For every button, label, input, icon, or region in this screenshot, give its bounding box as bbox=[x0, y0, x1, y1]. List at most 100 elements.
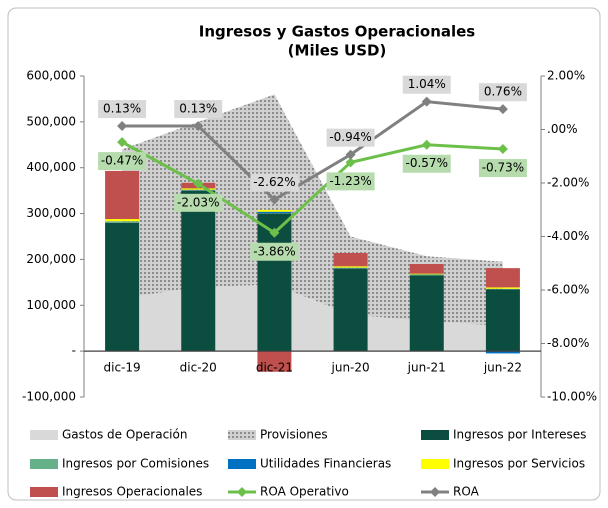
legend-label: ROA bbox=[453, 485, 480, 499]
data-label: -0.94% bbox=[329, 130, 371, 144]
bar bbox=[105, 170, 140, 220]
legend-swatch bbox=[228, 430, 256, 440]
bar bbox=[485, 289, 520, 352]
marker bbox=[345, 149, 356, 160]
y2-tick-label: -4.00% bbox=[547, 229, 589, 243]
bar bbox=[409, 264, 444, 274]
area bbox=[122, 94, 503, 326]
bar bbox=[485, 351, 520, 354]
x-tick-label: jun-22 bbox=[483, 361, 522, 375]
bar bbox=[257, 209, 292, 212]
y-tick-label: 600,000 bbox=[26, 69, 76, 83]
data-label-bg bbox=[478, 159, 527, 178]
chart-subtitle: (Miles USD) bbox=[288, 42, 387, 60]
bar bbox=[333, 268, 368, 352]
y2-tick-label: -2.00% bbox=[547, 176, 589, 190]
chart-title: Ingresos y Gastos Operacionales bbox=[199, 23, 476, 41]
line bbox=[121, 140, 504, 235]
bar bbox=[181, 190, 216, 352]
data-label: -0.47% bbox=[101, 154, 143, 168]
data-label: -1.23% bbox=[329, 174, 371, 188]
data-label: -2.03% bbox=[177, 195, 219, 209]
data-label-bg bbox=[402, 154, 451, 173]
data-label: 0.13% bbox=[103, 102, 141, 116]
legend-label: Provisiones bbox=[260, 428, 328, 442]
x-tick-label: dic-21 bbox=[256, 361, 293, 375]
marker bbox=[117, 121, 128, 132]
bar bbox=[409, 275, 444, 352]
bar bbox=[105, 219, 140, 222]
legend-swatch bbox=[228, 459, 256, 469]
legend-label: Ingresos por Comisiones bbox=[62, 457, 209, 471]
marker bbox=[345, 157, 356, 168]
marker bbox=[269, 194, 280, 205]
marker bbox=[193, 121, 204, 132]
legend-label: Ingresos Operacionales bbox=[62, 485, 202, 499]
data-label-bg bbox=[98, 152, 147, 171]
x-tick-label: jun-20 bbox=[331, 361, 370, 375]
y2-tick-label: 2.00% bbox=[547, 69, 585, 83]
y-tick-label: 300,000 bbox=[26, 206, 76, 220]
y-tick-label: 200,000 bbox=[26, 252, 76, 266]
legend-swatch bbox=[421, 430, 449, 440]
bar bbox=[485, 287, 520, 289]
legend-swatch bbox=[30, 430, 58, 440]
data-label: 0.76% bbox=[484, 85, 522, 99]
marker bbox=[421, 139, 432, 150]
legend-swatch bbox=[30, 487, 58, 497]
legend-label: Ingresos por Intereses bbox=[453, 428, 586, 442]
data-label: -2.62% bbox=[253, 175, 295, 189]
bar bbox=[485, 268, 520, 288]
y2-tick-label: .00% bbox=[547, 122, 578, 136]
y-tick-label: 400,000 bbox=[26, 160, 76, 174]
marker bbox=[497, 104, 508, 115]
data-label-bg bbox=[326, 172, 375, 191]
legend-swatch bbox=[421, 459, 449, 469]
data-label-bg bbox=[250, 173, 299, 192]
y-tick-label: 500,000 bbox=[26, 114, 76, 128]
legend-label: Gastos de Operación bbox=[62, 428, 187, 442]
marker bbox=[193, 178, 204, 189]
y-tick-label: 100,000 bbox=[26, 298, 76, 312]
data-label-bg bbox=[250, 242, 299, 261]
legend-marker bbox=[430, 487, 440, 497]
marker bbox=[269, 227, 280, 238]
data-label-bg bbox=[98, 100, 147, 119]
y-tick-label: -100,000 bbox=[22, 390, 76, 404]
bar bbox=[105, 222, 140, 352]
y2-tick-label: -10.00% bbox=[547, 390, 597, 404]
y2-tick-label: -6.00% bbox=[547, 283, 589, 297]
marker bbox=[117, 137, 128, 148]
bar bbox=[257, 351, 292, 372]
data-label-bg bbox=[174, 100, 223, 119]
data-label-bg bbox=[402, 75, 451, 94]
bar bbox=[333, 253, 368, 267]
line bbox=[122, 100, 504, 202]
data-label: -3.86% bbox=[253, 244, 295, 258]
legend-label: Utilidades Financieras bbox=[260, 457, 391, 471]
bar bbox=[409, 273, 444, 275]
data-label: -0.73% bbox=[482, 161, 524, 175]
bar bbox=[105, 221, 140, 223]
legend-label: ROA Operativo bbox=[260, 485, 349, 499]
bar bbox=[333, 266, 368, 268]
area bbox=[122, 284, 503, 352]
legend-swatch bbox=[30, 459, 58, 469]
data-label: -0.57% bbox=[406, 156, 448, 170]
data-label: 1.04% bbox=[408, 77, 446, 91]
x-tick-label: dic-19 bbox=[104, 361, 141, 375]
data-label: 0.13% bbox=[179, 102, 217, 116]
y-tick-label: - bbox=[72, 344, 76, 358]
data-label-bg bbox=[326, 128, 375, 147]
x-tick-label: dic-20 bbox=[180, 361, 217, 375]
y2-tick-label: -8.00% bbox=[547, 336, 589, 350]
marker bbox=[497, 144, 508, 155]
bar bbox=[181, 188, 216, 190]
data-label-bg bbox=[174, 193, 223, 212]
legend-label: Ingresos por Servicios bbox=[453, 457, 585, 471]
marker bbox=[421, 96, 432, 107]
bar bbox=[257, 211, 292, 214]
data-label-bg bbox=[478, 83, 527, 102]
x-tick-label: jun-21 bbox=[407, 361, 446, 375]
